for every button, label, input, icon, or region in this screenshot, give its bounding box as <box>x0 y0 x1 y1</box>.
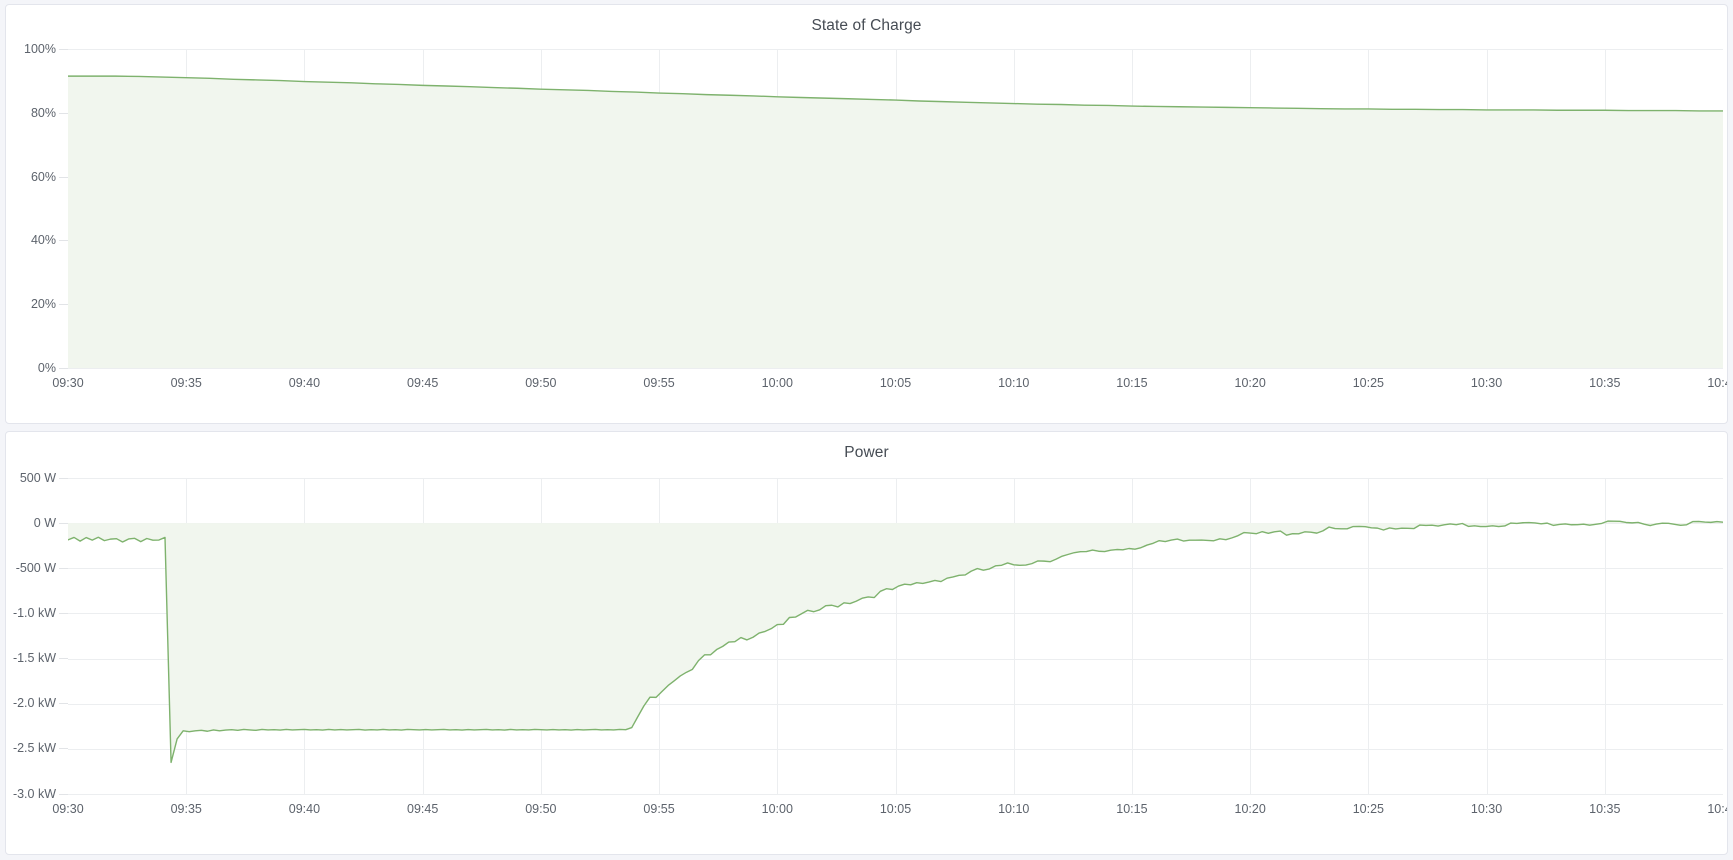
gridline-vertical <box>777 477 778 794</box>
x-axis-tick-label: 10:15 <box>1116 376 1148 390</box>
panel-state-of-charge: State of Charge 0% 20% 40% 60% 80% 100% 09:30 0… <box>5 4 1728 424</box>
y-axis-tick-label: 80% <box>30 105 56 120</box>
gridline-horizontal <box>68 703 1723 705</box>
gridline-horizontal <box>68 477 1723 479</box>
y-axis-tick-mark <box>59 748 68 750</box>
gridline-vertical <box>896 477 897 794</box>
y-axis-tick-label: -2.0 kW <box>12 696 56 711</box>
plot-power[interactable]: 500 W 0 W -500 W -1.0 kW -1.5 kW -2.0 kW -2.5 … <box>6 466 1727 854</box>
gridline-horizontal <box>68 612 1723 614</box>
gridline-vertical <box>1014 477 1015 794</box>
x-axis-tick-label: 09:35 <box>170 376 202 390</box>
x-axis-tick-label: 09:50 <box>525 801 557 816</box>
y-axis-tick-label: -1.5 kW <box>12 651 56 666</box>
y-axis-tick-label: 0 W <box>33 515 56 530</box>
x-axis-tick-label: 10:25 <box>1352 801 1384 816</box>
plot-state-of-charge[interactable]: 0% 20% 40% 60% 80% 100% 09:30 09:35 09:40 09:45 09… <box>6 39 1727 423</box>
panel-power: Power 500 W 0 W -500 W -1.0 kW -1.5 kW -2.0 k… <box>5 430 1728 855</box>
y-axis-tick-label: 500 W <box>19 470 56 485</box>
y-axis-tick-mark <box>59 567 68 569</box>
x-axis-tick-label: 10:35 <box>1589 801 1621 816</box>
x-axis-tick-label: 10:05 <box>879 376 912 390</box>
y-axis-tick-mark <box>59 477 68 479</box>
series-area-fill <box>68 520 1723 762</box>
x-axis-tick-label: 09:40 <box>288 801 321 816</box>
panel-title-power: Power <box>844 443 889 461</box>
x-axis-tick-label: 09:45 <box>407 376 439 390</box>
x-axis-tick-label: 10:00 <box>761 376 793 390</box>
y-axis-tick-mark <box>59 112 68 114</box>
x-axis-tick-label: 10:15 <box>1116 801 1148 816</box>
x-axis-tick-label: 10:10 <box>998 376 1030 390</box>
series-area-fill <box>68 76 1723 368</box>
plot-area-power[interactable] <box>68 477 1723 795</box>
x-axis-tick-label: 09:30 <box>52 801 84 816</box>
y-axis-tick-mark <box>59 703 68 705</box>
x-axis-tick-label: 09:55 <box>643 376 675 390</box>
x-axis-tick-label: 09:45 <box>407 801 439 816</box>
x-axis-power <box>6 828 1727 854</box>
y-axis-tick-mark <box>59 304 68 306</box>
series-line <box>68 519 1723 763</box>
x-axis-tick-label: 10:20 <box>1234 376 1266 390</box>
x-axis-tick-label: 09:50 <box>525 376 557 390</box>
gridline-horizontal <box>68 368 1723 369</box>
y-axis-tick-mark <box>59 658 68 660</box>
x-axis-tick-label: 10:40 <box>1707 376 1727 390</box>
x-axis-tick-label: 10:30 <box>1470 376 1503 390</box>
x-axis-tick-label: 09:30 <box>52 376 84 390</box>
y-axis-tick-mark <box>59 793 68 795</box>
x-axis-tick-label: 10:05 <box>879 801 912 816</box>
y-axis-tick-label: 20% <box>30 297 56 312</box>
y-axis-tick-label: 60% <box>30 169 56 184</box>
series-line <box>68 75 1723 112</box>
series-graphic <box>68 519 1723 763</box>
x-axis-tick-label: 10:35 <box>1589 376 1621 390</box>
y-axis-tick-mark <box>59 240 68 242</box>
gridline-vertical <box>1132 477 1133 794</box>
y-axis-tick-label: -3.0 kW <box>12 786 56 801</box>
y-axis-tick-label: 40% <box>30 233 56 248</box>
x-axis-tick-label: 10:30 <box>1470 801 1503 816</box>
y-axis-tick-mark <box>59 612 68 614</box>
gridline-horizontal <box>68 748 1723 750</box>
y-axis-tick-mark <box>59 176 68 178</box>
gridline-horizontal <box>68 49 1723 50</box>
y-axis-tick-label: -1.0 kW <box>12 605 56 620</box>
y-axis-tick-label: 100% <box>24 42 56 56</box>
gridline-vertical <box>1250 477 1251 794</box>
x-axis-tick-label: 10:25 <box>1352 376 1384 390</box>
x-axis-tick-label: 09:40 <box>288 376 321 390</box>
gridline-horizontal <box>68 658 1723 660</box>
x-axis-tick-label: 10:00 <box>761 801 793 816</box>
y-axis-tick-mark <box>59 522 68 524</box>
x-axis-tick-label: 10:20 <box>1234 801 1266 816</box>
series-graphic <box>68 75 1723 368</box>
y-axis-tick-label: 0% <box>37 361 56 375</box>
gridline-vertical <box>1605 477 1606 794</box>
x-axis-tick-label: 10:10 <box>998 801 1030 816</box>
gridline-horizontal <box>68 793 1723 795</box>
y-axis-tick-mark <box>59 49 68 50</box>
plot-area-state-of-charge[interactable] <box>68 49 1723 369</box>
panel-title-state-of-charge: State of Charge <box>811 17 922 34</box>
gridline-vertical <box>1368 477 1369 794</box>
gridline-vertical <box>1487 477 1488 794</box>
y-axis-tick-mark <box>59 368 68 369</box>
x-axis-tick-label: 10:40 <box>1707 801 1727 816</box>
y-axis-tick-label: -2.5 kW <box>12 741 56 756</box>
x-axis-tick-label: 09:55 <box>643 801 675 816</box>
x-axis-state-of-charge <box>6 397 1727 423</box>
y-axis-tick-label: -500 W <box>15 560 56 575</box>
x-axis-tick-label: 09:35 <box>170 801 202 816</box>
